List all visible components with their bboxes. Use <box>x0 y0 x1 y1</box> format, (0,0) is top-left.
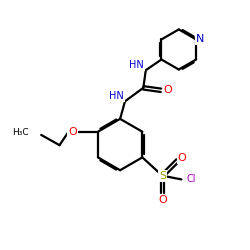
Text: HN: HN <box>129 60 144 70</box>
Text: H₃C: H₃C <box>12 128 29 137</box>
Text: O: O <box>178 153 186 163</box>
Text: S: S <box>159 171 166 181</box>
Text: N: N <box>196 34 204 44</box>
Text: HN: HN <box>109 92 124 102</box>
Text: O: O <box>68 127 77 137</box>
Text: Cl: Cl <box>187 174 196 184</box>
Text: O: O <box>164 85 172 95</box>
Text: O: O <box>158 195 167 205</box>
